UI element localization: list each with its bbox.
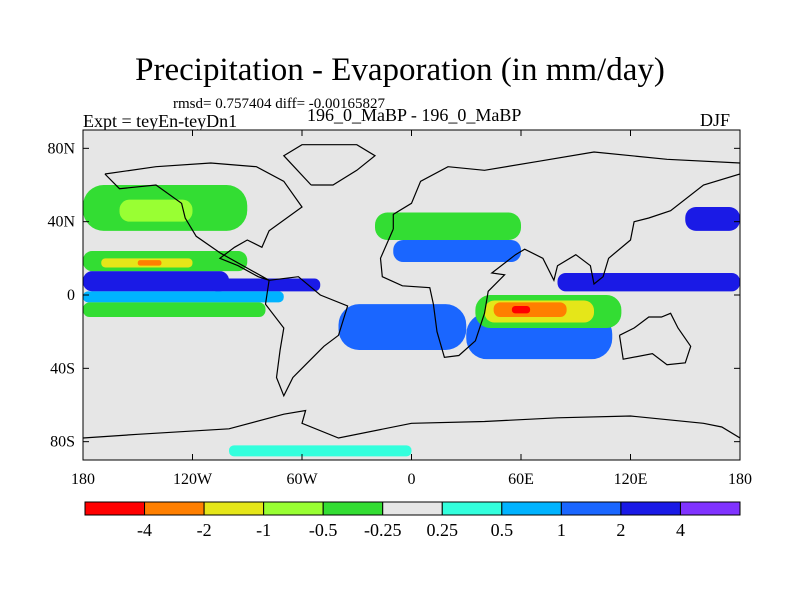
experiment-label: Expt = teyEn-teyDn1 bbox=[83, 111, 238, 131]
region-southern-ocean-cyan bbox=[229, 445, 412, 457]
colorbar-swatch bbox=[382, 501, 443, 516]
colorbar-swatch bbox=[322, 501, 384, 516]
coastline-greenland bbox=[282, 144, 377, 186]
region-pacific-south-green-band bbox=[83, 302, 266, 317]
coastline-antarctica bbox=[83, 409, 740, 439]
colorbar-label: 4 bbox=[676, 520, 685, 540]
y-tick-label: 40S bbox=[50, 360, 75, 377]
x-tick-label: 180 bbox=[728, 471, 752, 488]
colorbar-swatch bbox=[144, 501, 205, 516]
colorbar-swatch bbox=[263, 501, 324, 516]
x-axis: 180 120W 60W 0 60E 120E 180 bbox=[71, 130, 752, 488]
colorbar-swatch bbox=[203, 501, 265, 516]
rmsd-diff-stats: rmsd= 0.757404 diff= -0.00165827 bbox=[173, 96, 386, 112]
region-indian-ocean-dry-red bbox=[511, 306, 531, 314]
coastline-australia bbox=[618, 312, 692, 366]
x-tick-label: 0 bbox=[408, 471, 416, 488]
y-axis: 80N 40N 0 40S 80S bbox=[47, 140, 740, 451]
colorbar-label: 1 bbox=[557, 520, 566, 540]
colorbar-label: 2 bbox=[616, 520, 625, 540]
coastline-eurasia-africa bbox=[379, 151, 740, 358]
x-tick-label: 120W bbox=[173, 471, 213, 488]
region-tropical-pacific-east-band bbox=[210, 278, 321, 292]
colorbar: -4 -2 -1 -0.5 -0.25 0.25 0.5 1 2 4 bbox=[84, 501, 741, 540]
colorbar-label: -0.25 bbox=[364, 520, 402, 540]
colorbar-swatch bbox=[679, 501, 741, 516]
coastline bbox=[83, 144, 740, 439]
region-pacific-dry-orange-core bbox=[137, 260, 162, 266]
season-label: DJF bbox=[699, 110, 730, 130]
region-tropical-pacific-west-band bbox=[83, 271, 229, 292]
chart-title: Precipitation - Evaporation (in mm/day) bbox=[135, 52, 665, 88]
runs-subtitle: 196_0_MaBP - 196_0_MaBP bbox=[307, 105, 522, 125]
colorbar-swatch bbox=[620, 501, 681, 516]
x-tick-label: 60W bbox=[286, 471, 318, 488]
y-tick-label: 40N bbox=[47, 214, 75, 231]
coastline-south-america bbox=[264, 276, 349, 398]
colorbar-label: 0.25 bbox=[427, 520, 459, 540]
region-northwest-pacific-blue bbox=[685, 207, 740, 231]
pe-regions bbox=[83, 185, 740, 457]
x-tick-label: 120E bbox=[614, 471, 648, 488]
colorbar-swatch bbox=[560, 501, 622, 516]
y-tick-label: 0 bbox=[67, 287, 75, 304]
colorbar-swatch bbox=[501, 501, 562, 516]
region-east-indian-west-pacific-blue bbox=[557, 273, 740, 292]
region-north-pacific-lime bbox=[119, 199, 193, 222]
region-pacific-southern-cyan-band bbox=[83, 291, 284, 303]
x-tick-label: 180 bbox=[71, 471, 95, 488]
colorbar-swatch bbox=[441, 501, 503, 516]
region-south-atlantic-blue bbox=[338, 304, 467, 350]
y-tick-label: 80S bbox=[50, 434, 75, 451]
x-tick-label: 60E bbox=[508, 471, 534, 488]
colorbar-label: 0.5 bbox=[491, 520, 514, 540]
colorbar-label: -0.5 bbox=[309, 520, 338, 540]
y-tick-label: 80N bbox=[47, 140, 75, 157]
region-north-atlantic-green bbox=[375, 212, 521, 240]
colorbar-label: -1 bbox=[256, 520, 271, 540]
region-north-atlantic-blue bbox=[393, 240, 521, 262]
colorbar-swatch bbox=[84, 501, 146, 516]
coastline-north-america bbox=[104, 162, 303, 281]
colorbar-label: -2 bbox=[197, 520, 212, 540]
colorbar-label: -4 bbox=[137, 520, 152, 540]
